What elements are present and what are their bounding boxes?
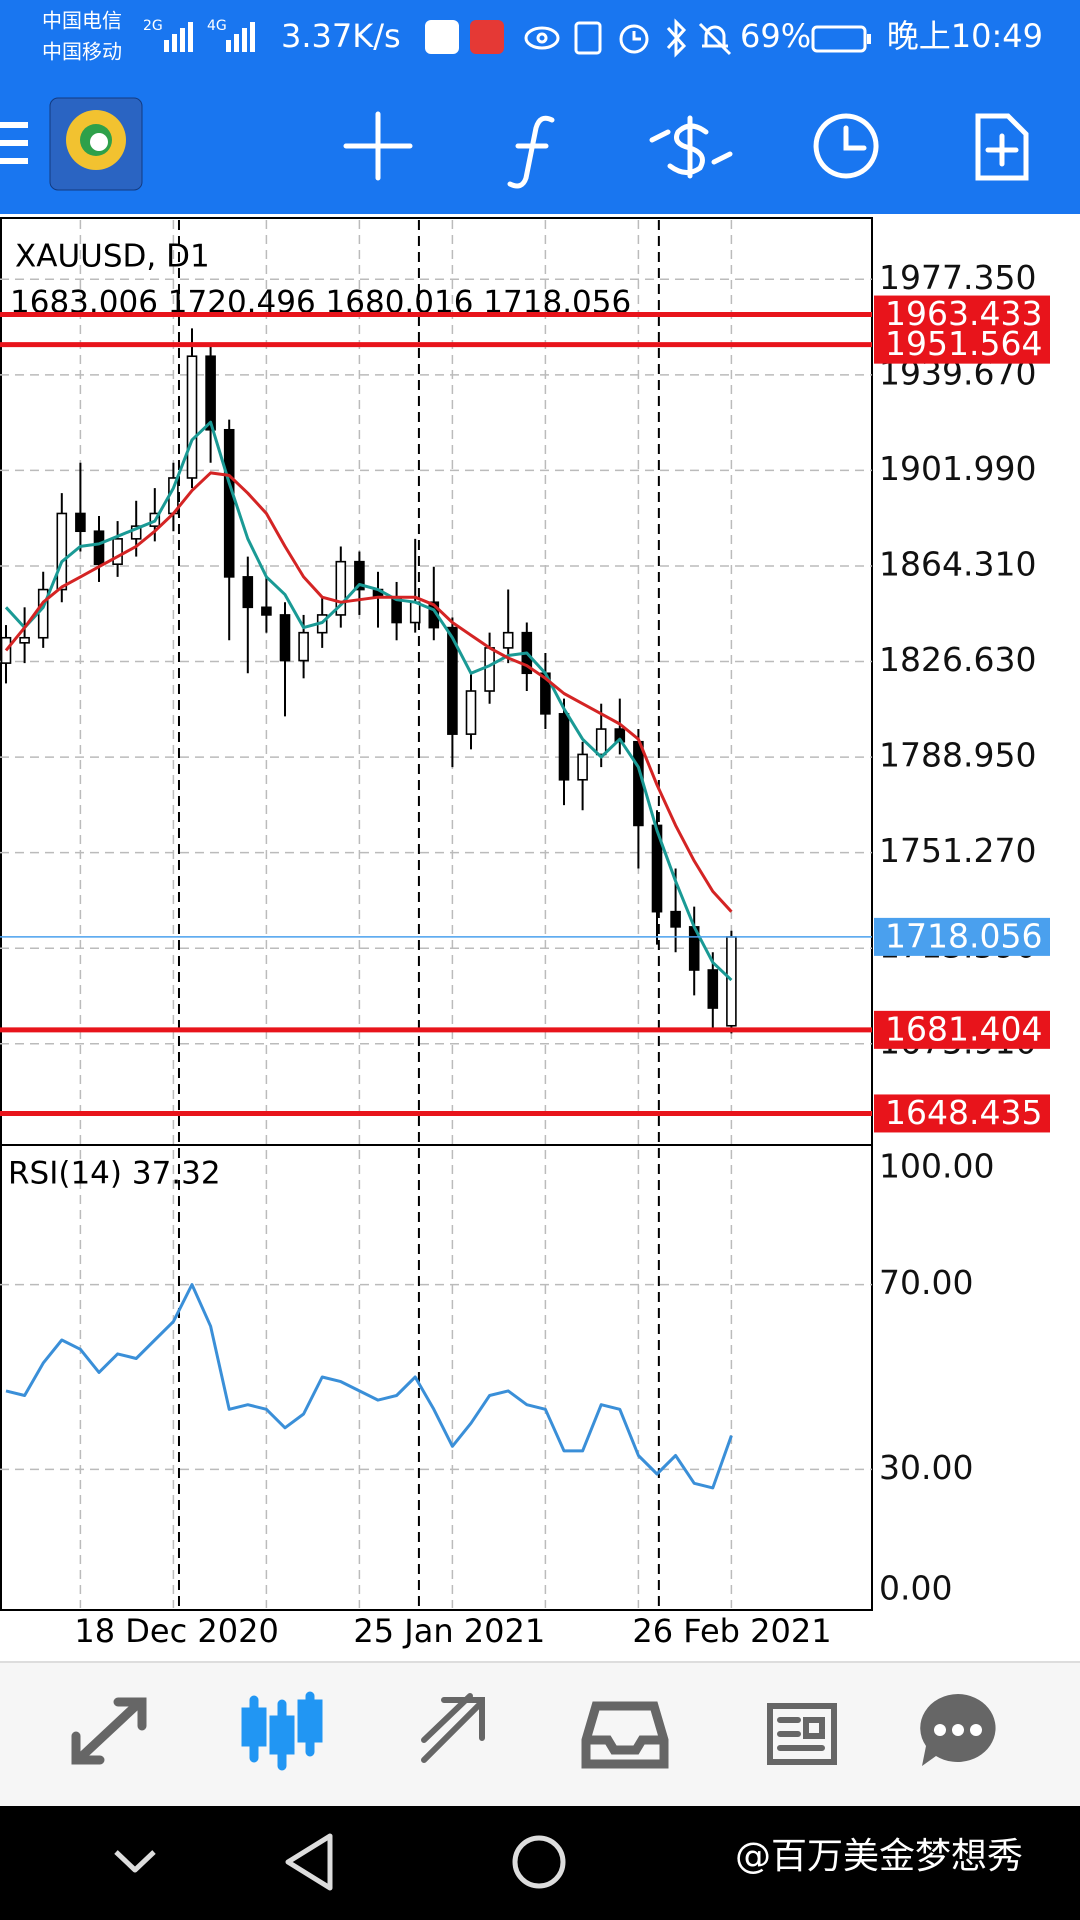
history-tab[interactable] xyxy=(581,1701,669,1769)
level-box xyxy=(874,1010,1050,1049)
candle-body xyxy=(595,728,607,756)
tab-bar xyxy=(0,1662,1080,1806)
level-label: 1648.435 xyxy=(885,1093,1042,1132)
candle-body xyxy=(465,690,477,735)
nav-back[interactable] xyxy=(285,1833,333,1891)
x-tick-label: 26 Feb 2021 xyxy=(632,1612,831,1650)
level-box xyxy=(874,1094,1050,1133)
candle-body xyxy=(409,601,421,624)
y-tick-label: 0.00 xyxy=(879,1569,952,1608)
chart-frame xyxy=(0,217,873,1611)
candle-body xyxy=(186,355,198,479)
y-tick-label: 1826.630 xyxy=(879,640,1036,679)
candle-body xyxy=(558,713,570,781)
candle-body xyxy=(93,530,105,565)
candle-body xyxy=(130,525,142,540)
candle-body xyxy=(261,606,272,616)
candle-body xyxy=(670,910,681,928)
moving-average-line xyxy=(4,471,733,913)
candle-body xyxy=(707,969,719,1009)
candle-body xyxy=(484,647,495,692)
news-tab[interactable] xyxy=(767,1703,837,1765)
menu-button[interactable] xyxy=(0,122,28,164)
candle-body xyxy=(242,576,254,609)
x-tick-label: 18 Dec 2020 xyxy=(74,1612,278,1650)
level-label: 1951.564 xyxy=(885,324,1042,363)
signal-icon xyxy=(164,22,255,52)
candle-body xyxy=(0,636,12,664)
app-icon xyxy=(425,20,459,54)
y-tick-label: 1751.270 xyxy=(879,831,1036,870)
candle-body xyxy=(447,626,458,735)
trade-button[interactable] xyxy=(649,115,733,179)
net-type: 4G xyxy=(207,18,227,34)
y-tick-label: 1864.310 xyxy=(879,544,1036,583)
carrier: 中国电信 xyxy=(42,9,122,33)
candle-body xyxy=(223,428,235,578)
battery-level: 69% xyxy=(740,17,811,55)
indicator-title: RSI(14) 37.32 xyxy=(8,1156,221,1192)
timeframe-button[interactable] xyxy=(813,113,879,179)
y-tick-label: 30.00 xyxy=(879,1448,973,1487)
candle-body xyxy=(112,538,123,565)
level-box xyxy=(874,325,1050,364)
nav-bar xyxy=(0,1806,1080,1920)
quotes-tab[interactable] xyxy=(71,1697,147,1765)
app-logo[interactable] xyxy=(49,97,143,191)
indicator-line xyxy=(5,1283,733,1490)
new-order-button[interactable] xyxy=(975,113,1029,181)
y-tick-label: 1788.950 xyxy=(879,736,1036,775)
nav-home[interactable] xyxy=(512,1835,566,1889)
net-speed: 3.37K/s xyxy=(281,17,401,55)
chart-title: XAUUSD, D1 xyxy=(15,239,210,275)
candle-body xyxy=(205,355,216,431)
level-label: 1681.404 xyxy=(885,1009,1042,1048)
chat-tab[interactable] xyxy=(920,1694,996,1766)
last-price-label: 1718.056 xyxy=(885,916,1042,955)
candle-body xyxy=(56,512,68,591)
last-price-box xyxy=(874,917,1050,956)
candle-body xyxy=(75,512,86,533)
candle-body xyxy=(577,753,588,781)
nav-down[interactable] xyxy=(114,1850,156,1873)
y-tick-label: 1901.990 xyxy=(879,449,1036,488)
indicators-button[interactable] xyxy=(507,115,555,189)
y-tick-label: 70.00 xyxy=(879,1263,973,1302)
app-icon xyxy=(470,20,504,54)
candle-body xyxy=(279,614,291,662)
clock: 晚上10:49 xyxy=(887,17,1043,55)
y-tick-label: 100.00 xyxy=(879,1147,994,1186)
trade-tab[interactable] xyxy=(421,1693,485,1763)
net-type: 2G xyxy=(143,18,163,34)
chart-tab[interactable] xyxy=(241,1691,323,1771)
candle-body xyxy=(19,636,30,644)
carrier: 中国移动 xyxy=(42,40,122,64)
y-tick-label: 1977.350 xyxy=(879,258,1036,297)
candle-body xyxy=(354,560,365,591)
candle-body xyxy=(726,936,737,1027)
candle-body xyxy=(298,631,309,662)
candle-body xyxy=(502,631,514,649)
status-icons xyxy=(524,18,867,58)
battery-tip xyxy=(867,34,871,44)
crosshair-button[interactable] xyxy=(343,111,413,181)
candle-body xyxy=(633,740,644,827)
x-tick-label: 25 Jan 2021 xyxy=(353,1612,545,1650)
candle-body xyxy=(335,560,347,616)
watermark: @百万美金梦想秀 xyxy=(735,1836,1023,1877)
moving-average-line xyxy=(4,420,733,982)
